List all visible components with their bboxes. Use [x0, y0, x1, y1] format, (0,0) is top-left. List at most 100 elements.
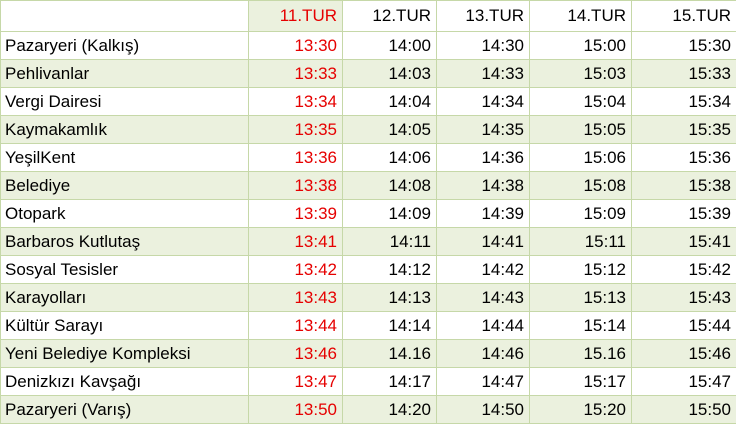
time-cell: 15:44 [631, 311, 736, 340]
time-cell: 14:11 [342, 227, 437, 256]
time-cell: 14:05 [342, 115, 437, 144]
table-row: Denizkızı Kavşağı 13:47 14:17 14:47 15:17 15:… [0, 367, 736, 396]
time-cell: 14:20 [342, 395, 437, 424]
time-cell: 15:11 [529, 227, 632, 256]
time-cell: 14.16 [342, 339, 437, 368]
time-cell: 15:13 [529, 283, 632, 312]
stop-name-cell: Belediye [0, 171, 249, 200]
time-cell: 15:05 [529, 115, 632, 144]
time-cell: 13:34 [248, 87, 343, 116]
table-row: Karayolları 13:43 14:13 14:43 15:13 15:43 [0, 283, 736, 312]
time-cell: 13:44 [248, 311, 343, 340]
time-cell: 14:39 [436, 199, 530, 228]
table-row: Kültür Sarayı 13:44 14:14 14:44 15:14 15:44 [0, 311, 736, 340]
time-cell: 15:39 [631, 199, 736, 228]
header-tour-11: 11.TUR [248, 0, 343, 32]
stop-name-cell: YeşilKent [0, 143, 249, 172]
stop-name-cell: Pazaryeri (Kalkış) [0, 31, 249, 60]
time-cell: 13:46 [248, 339, 343, 368]
stop-name-cell: Denizkızı Kavşağı [0, 367, 249, 396]
table-row: Pehlivanlar 13:33 14:03 14:33 15:03 15:33 [0, 59, 736, 88]
table-row: Kaymakamlık 13:35 14:05 14:35 15:05 15:35 [0, 115, 736, 144]
time-cell: 14:06 [342, 143, 437, 172]
time-cell: 14:00 [342, 31, 437, 60]
time-cell: 13:30 [248, 31, 343, 60]
table-row: Pazaryeri (Kalkış) 13:30 14:00 14:30 15:00 15… [0, 31, 736, 60]
time-cell: 14:43 [436, 283, 530, 312]
time-cell: 15:09 [529, 199, 632, 228]
time-cell: 14:08 [342, 171, 437, 200]
time-cell: 13:43 [248, 283, 343, 312]
header-tour-15: 15.TUR [631, 0, 736, 32]
table-row: YeşilKent 13:36 14:06 14:36 15:06 15:36 [0, 143, 736, 172]
stop-name-cell: Pehlivanlar [0, 59, 249, 88]
time-cell: 15:47 [631, 367, 736, 396]
header-stop-column [0, 0, 249, 32]
time-cell: 15:41 [631, 227, 736, 256]
table-row: Otopark 13:39 14:09 14:39 15:09 15:39 [0, 199, 736, 228]
table-row: Belediye 13:38 14:08 14:38 15:08 15:38 [0, 171, 736, 200]
time-cell: 15:35 [631, 115, 736, 144]
time-cell: 14:42 [436, 255, 530, 284]
table-row: Barbaros Kutlutaş 13:41 14:11 14:41 15:11 15:… [0, 227, 736, 256]
time-cell: 14:47 [436, 367, 530, 396]
header-tour-12: 12.TUR [342, 0, 437, 32]
time-cell: 15:04 [529, 87, 632, 116]
time-cell: 15:14 [529, 311, 632, 340]
time-cell: 14:34 [436, 87, 530, 116]
time-cell: 13:50 [248, 395, 343, 424]
time-cell: 13:42 [248, 255, 343, 284]
time-cell: 13:41 [248, 227, 343, 256]
time-cell: 14:36 [436, 143, 530, 172]
time-cell: 15:00 [529, 31, 632, 60]
stop-name-cell: Barbaros Kutlutaş [0, 227, 249, 256]
stop-name-cell: Otopark [0, 199, 249, 228]
time-cell: 14:50 [436, 395, 530, 424]
time-cell: 14:17 [342, 367, 437, 396]
time-cell: 15:12 [529, 255, 632, 284]
time-cell: 14:03 [342, 59, 437, 88]
time-cell: 15:34 [631, 87, 736, 116]
time-cell: 15:03 [529, 59, 632, 88]
time-cell: 13:38 [248, 171, 343, 200]
time-cell: 13:33 [248, 59, 343, 88]
stop-name-cell: Vergi Dairesi [0, 87, 249, 116]
time-cell: 14:09 [342, 199, 437, 228]
stop-name-cell: Yeni Belediye Kompleksi [0, 339, 249, 368]
time-cell: 14:12 [342, 255, 437, 284]
bus-timetable: 11.TUR 12.TUR 13.TUR 14.TUR 15.TUR Pazar… [0, 0, 736, 424]
stop-name-cell: Karayolları [0, 283, 249, 312]
time-cell: 15.16 [529, 339, 632, 368]
time-cell: 14:46 [436, 339, 530, 368]
time-cell: 15:36 [631, 143, 736, 172]
header-tour-14: 14.TUR [529, 0, 632, 32]
time-cell: 15:17 [529, 367, 632, 396]
time-cell: 15:30 [631, 31, 736, 60]
table-row: Sosyal Tesisler 13:42 14:12 14:42 15:12 15:42 [0, 255, 736, 284]
table-row: Yeni Belediye Kompleksi 13:46 14.16 14:46 15… [0, 339, 736, 368]
stop-name-cell: Pazaryeri (Varış) [0, 395, 249, 424]
time-cell: 14:04 [342, 87, 437, 116]
time-cell: 15:20 [529, 395, 632, 424]
header-tour-13: 13.TUR [436, 0, 530, 32]
time-cell: 14:44 [436, 311, 530, 340]
time-cell: 15:38 [631, 171, 736, 200]
timetable-body: Pazaryeri (Kalkış) 13:30 14:00 14:30 15:00 15… [0, 31, 736, 424]
stop-name-cell: Kültür Sarayı [0, 311, 249, 340]
time-cell: 15:33 [631, 59, 736, 88]
time-cell: 13:35 [248, 115, 343, 144]
time-cell: 13:47 [248, 367, 343, 396]
time-cell: 15:42 [631, 255, 736, 284]
time-cell: 15:46 [631, 339, 736, 368]
stop-name-cell: Sosyal Tesisler [0, 255, 249, 284]
time-cell: 14:35 [436, 115, 530, 144]
time-cell: 15:08 [529, 171, 632, 200]
time-cell: 13:36 [248, 143, 343, 172]
time-cell: 14:30 [436, 31, 530, 60]
time-cell: 15:50 [631, 395, 736, 424]
time-cell: 15:06 [529, 143, 632, 172]
table-row: Vergi Dairesi 13:34 14:04 14:34 15:04 15:34 [0, 87, 736, 116]
time-cell: 14:38 [436, 171, 530, 200]
time-cell: 14:13 [342, 283, 437, 312]
time-cell: 14:41 [436, 227, 530, 256]
